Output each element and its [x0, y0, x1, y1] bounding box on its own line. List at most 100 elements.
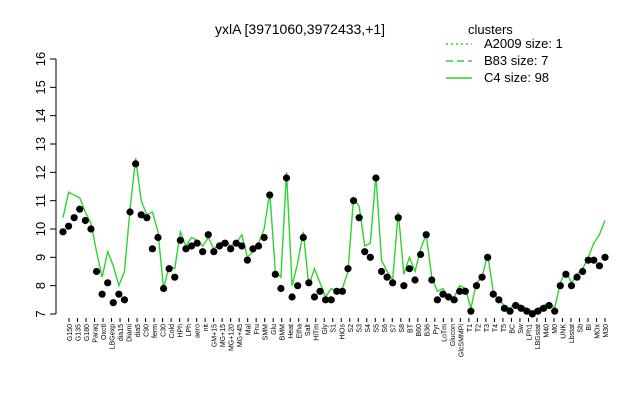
data-point	[579, 267, 587, 276]
data-point	[126, 208, 134, 216]
x-tick-label: Salt	[305, 324, 312, 336]
data-point	[316, 287, 324, 295]
data-point	[204, 231, 212, 239]
data-point	[115, 290, 123, 298]
x-tick-label: MOx	[594, 324, 601, 339]
data-point	[109, 299, 117, 307]
data-point	[98, 290, 106, 298]
x-tick-label: G135	[76, 324, 83, 341]
x-tick-label: C90	[144, 324, 151, 337]
x-tick-label: GlcSMMPi	[458, 324, 465, 358]
x-tick-label: Fru	[254, 324, 261, 335]
data-point	[277, 284, 285, 293]
data-point	[310, 293, 319, 301]
x-tick-label: SMM	[263, 324, 270, 341]
x-tick-label: MG+15	[220, 324, 227, 347]
x-tick-label: aero	[195, 324, 202, 338]
data-point	[383, 273, 391, 281]
x-tick-label: Glucon	[450, 324, 457, 346]
data-point	[299, 233, 307, 242]
data-point	[271, 270, 279, 278]
y-tick-label: 8	[33, 282, 48, 289]
x-tick-label: Diami	[127, 324, 134, 342]
legend-title: clusters	[468, 22, 513, 37]
data-point	[227, 245, 235, 253]
y-tick-label: 10	[33, 222, 48, 236]
data-point	[489, 290, 497, 298]
x-tick-label: LBGstat	[535, 324, 542, 349]
x-tick-label: Mal	[246, 324, 253, 336]
data-point	[232, 239, 240, 247]
data-point	[338, 287, 346, 295]
data-point	[243, 256, 251, 264]
data-point	[215, 242, 224, 250]
data-point	[601, 253, 609, 261]
legend-label: C4 size: 98	[484, 70, 549, 85]
data-point	[405, 265, 414, 273]
x-tick-label: LBGexp	[110, 324, 117, 349]
data-point	[193, 239, 201, 247]
data-point	[143, 214, 151, 222]
data-point	[439, 290, 447, 298]
data-point	[266, 191, 274, 199]
data-point	[461, 287, 469, 295]
x-tick-label: LPh1	[526, 324, 533, 340]
data-point	[294, 282, 302, 290]
data-point	[523, 307, 531, 315]
x-tick-label: GM+15	[212, 324, 219, 347]
data-point	[551, 307, 559, 315]
y-tick-label: 13	[33, 137, 48, 151]
x-tick-label: BI	[586, 324, 593, 331]
data-point	[104, 279, 112, 287]
data-point	[573, 273, 581, 281]
data-point	[562, 270, 570, 278]
x-tick-label: M40	[543, 324, 550, 338]
data-point	[238, 242, 246, 250]
data-point	[528, 310, 536, 318]
data-point	[349, 197, 358, 205]
data-point	[500, 304, 509, 312]
x-tick-label: S3	[356, 324, 363, 333]
data-point	[81, 216, 89, 225]
x-tick-label: M30	[603, 324, 610, 338]
data-point	[484, 253, 492, 261]
x-tick-label: B60	[416, 324, 423, 337]
x-tick-label: C30	[161, 324, 168, 337]
data-point	[450, 296, 458, 304]
x-tick-label: Glu	[271, 324, 278, 335]
x-tick-label: LoTm	[441, 324, 448, 342]
data-point	[59, 228, 67, 236]
data-point	[199, 248, 207, 256]
y-tick-label: 16	[33, 52, 48, 66]
data-point	[590, 256, 598, 264]
data-point	[467, 307, 475, 315]
data-point	[417, 250, 425, 259]
data-point	[511, 301, 520, 310]
x-tick-label: MG+120	[229, 324, 236, 351]
data-point	[333, 287, 341, 295]
data-point	[120, 296, 129, 304]
data-point	[428, 276, 436, 284]
x-tick-label: Gly	[322, 324, 329, 335]
data-point	[394, 214, 402, 222]
x-tick-label: BMM	[280, 324, 287, 341]
x-tick-label: Cold	[169, 324, 176, 339]
data-points	[59, 160, 609, 318]
x-tick-label: Pyr	[433, 323, 440, 334]
data-point	[154, 233, 162, 242]
data-point	[305, 279, 313, 287]
data-point	[260, 233, 268, 242]
data-point	[148, 245, 157, 253]
data-point	[400, 282, 408, 290]
x-tick-label: B36	[424, 324, 431, 337]
data-point	[87, 225, 95, 233]
y-tick-label: 15	[33, 80, 48, 94]
data-point	[64, 222, 73, 230]
data-point	[595, 262, 604, 270]
chart-title: yxlA [3971060,3972433,+1]	[215, 21, 385, 37]
data-point	[159, 284, 168, 293]
data-point	[411, 276, 419, 284]
data-point	[389, 279, 397, 287]
x-tick-label: S1	[331, 324, 338, 333]
data-point	[478, 273, 486, 281]
